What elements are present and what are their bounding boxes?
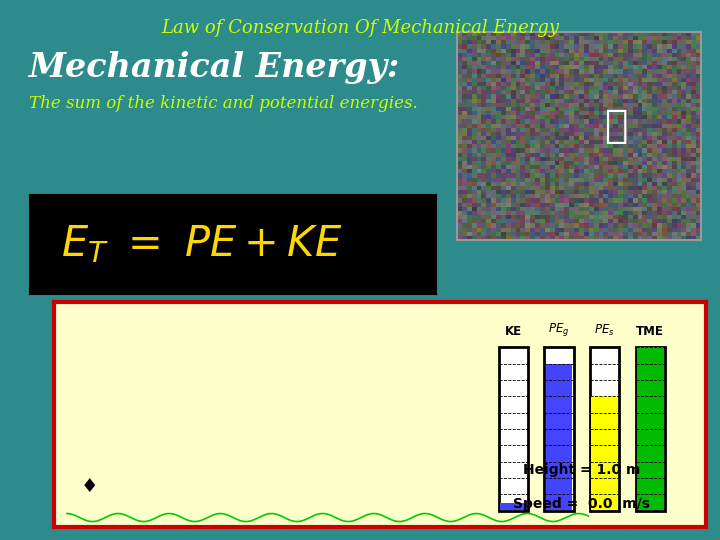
Bar	[499, 347, 528, 511]
Bar	[590, 347, 619, 511]
Text: ♦: ♦	[81, 477, 99, 496]
Text: Speed =  0.0  m/s: Speed = 0.0 m/s	[513, 497, 650, 511]
Text: Law of Conservation Of Mechanical Energy: Law of Conservation Of Mechanical Energy	[161, 19, 559, 37]
Bar	[591, 396, 618, 510]
Text: 🤸: 🤸	[603, 107, 627, 145]
Bar	[500, 503, 527, 510]
Bar	[544, 347, 574, 511]
Text: TME: TME	[636, 325, 664, 338]
Text: Mechanical Energy:: Mechanical Energy:	[29, 51, 400, 84]
Bar	[546, 363, 572, 510]
Text: $PE_g$: $PE_g$	[548, 321, 570, 338]
Text: The sum of the kinetic and potential energies.: The sum of the kinetic and potential ene…	[29, 94, 418, 111]
Text: Height = 1.0 m: Height = 1.0 m	[523, 463, 641, 477]
Bar	[637, 347, 664, 510]
Bar	[636, 347, 665, 511]
Text: $E_T\ =\ PE + KE$: $E_T\ =\ PE + KE$	[61, 224, 343, 265]
Text: $PE_s$: $PE_s$	[594, 323, 615, 338]
Text: KE: KE	[505, 325, 522, 338]
